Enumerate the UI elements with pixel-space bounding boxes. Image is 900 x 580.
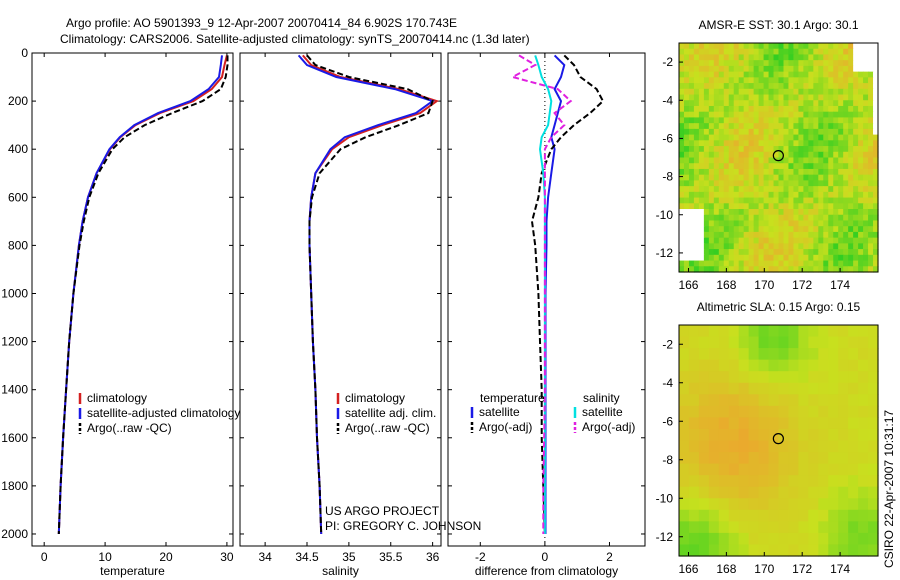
salinity-xtick-label: 34 — [258, 550, 272, 564]
difference-xtick-label: -2 — [475, 550, 486, 564]
sst_map-argo-marker — [772, 150, 784, 162]
sla_map-cells — [679, 325, 879, 557]
diff-legend-label: Argo(-adj) — [479, 420, 532, 434]
salinity-panel: 34 34.5 35 35.5 36 salinity climatologysatelli… — [239, 52, 442, 578]
sst_map-ytick-label: -8 — [662, 170, 673, 184]
temperature-xtick-label: 0 — [41, 550, 48, 564]
diff-legend-salinity-heading: salinity — [583, 391, 620, 405]
difference-xtick-label: 2 — [606, 550, 613, 564]
temperature-series-2-line — [57, 55, 229, 535]
sst-map-panel: AMSR-E SST: 30.1 Argo: 30.1 166 168 170 172 1… — [656, 18, 879, 292]
sla_map-ytick-label: -6 — [662, 414, 673, 428]
temperature-xtick-label: 20 — [159, 550, 173, 564]
difference-plot-frame — [447, 52, 646, 547]
temperature-ytick-label: 0 — [21, 46, 28, 60]
temperature-ytick-label: 200 — [8, 94, 28, 108]
salinity-xtick-label: 35 — [342, 550, 356, 564]
temperature-xtick-label: 30 — [220, 550, 234, 564]
temperature-plot-frame — [31, 52, 234, 547]
diff-legend-label: satellite — [582, 405, 623, 419]
temperature-ytick-label: 800 — [8, 238, 28, 252]
difference-series-1-line — [530, 54, 605, 535]
sla_map-xtick-label: 166 — [678, 562, 698, 576]
difference-xtick-label: 0 — [542, 550, 549, 564]
sst_map-ytick-label: -6 — [662, 131, 673, 145]
difference-xlabel: difference from climatology — [475, 564, 618, 578]
diff-legend-label: satellite — [479, 405, 520, 419]
sla_map-xtick-label: 170 — [754, 562, 774, 576]
temperature-ytick-label: 400 — [8, 142, 28, 156]
title-line-1: Argo profile: AO 5901393_9 12-Apr-2007 2… — [66, 16, 457, 30]
sla_map-xtick-label: 174 — [830, 562, 850, 576]
temperature-ytick-label: 1400 — [1, 383, 28, 397]
sst_map-xtick-label: 168 — [716, 278, 736, 292]
difference-series-3-line — [509, 54, 573, 534]
salinity-xtick-label: 36 — [426, 550, 440, 564]
sla_map-ytick-label: -8 — [662, 453, 673, 467]
temperature-xlabel: temperature — [100, 564, 165, 578]
sst_map-title: AMSR-E SST: 30.1 Argo: 30.1 — [698, 18, 858, 32]
credits-line-1: US ARGO PROJECT — [325, 504, 440, 518]
sst_map-ytick-label: -10 — [656, 208, 674, 222]
sla_map-title: Altimetric SLA: 0.15 Argo: 0.15 — [697, 300, 861, 314]
salinity-legend-label: satellite adj. clim. — [345, 406, 436, 420]
sst_map-xtick-label: 172 — [792, 278, 812, 292]
sla_map-argo-marker — [772, 433, 784, 445]
sst_map-ytick-label: -2 — [662, 55, 673, 69]
sst_map-cells — [679, 43, 879, 273]
salinity-plot-frame — [239, 52, 442, 547]
side-timestamp: CSIRO 22-Apr-2007 10:31:17 — [882, 410, 896, 568]
sla-map-panel: Altimetric SLA: 0.15 Argo: 0.15 166 168 170… — [656, 300, 879, 576]
salinity-legend-label: Argo(..raw -QC) — [345, 421, 430, 435]
temperature-ytick-label: 1800 — [1, 479, 28, 493]
temperature-ytick-label: 600 — [8, 190, 28, 204]
sla_map-xtick-label: 168 — [716, 562, 736, 576]
temperature-ytick-label: 1600 — [1, 431, 28, 445]
sst_map-ytick-label: -12 — [656, 246, 674, 260]
salinity-xtick-label: 35.5 — [379, 550, 403, 564]
title-line-2: Climatology: CARS2006. Satellite-adjuste… — [60, 32, 530, 46]
salinity-series-2-line — [306, 54, 434, 535]
sst_map-xtick-label: 170 — [754, 278, 774, 292]
temperature-ytick-label: 2000 — [1, 527, 28, 541]
sla_map-ytick-label: -2 — [662, 337, 673, 351]
salinity-legend-label: climatology — [345, 391, 405, 405]
salinity-series-1-line — [297, 54, 435, 535]
temperature-ytick-label: 1000 — [1, 286, 28, 300]
temperature-legend-label: Argo(..raw -QC) — [87, 421, 172, 435]
temperature-legend-label: satellite-adjusted climatology — [87, 406, 240, 420]
credits-line-2: PI: GREGORY C. JOHNSON — [325, 519, 481, 533]
temperature-xtick-label: 10 — [98, 550, 112, 564]
temperature-legend-label: climatology — [87, 391, 147, 405]
temperature-panel: 0 10 20 30 0 200 400 600 800 1000 1200 1400 1600 1800… — [1, 46, 240, 578]
diff-legend-temperature-heading: temperature — [480, 391, 545, 405]
salinity-xtick-label: 34.5 — [295, 550, 319, 564]
sla_map-ytick-label: -10 — [656, 491, 674, 505]
diff-legend-label: Argo(-adj) — [582, 420, 635, 434]
sla_map-frame — [678, 324, 879, 557]
temperature-series-1-line — [57, 55, 223, 535]
sla_map-xtick-label: 172 — [792, 562, 812, 576]
sla_map-ytick-label: -4 — [662, 376, 673, 390]
salinity-xlabel: salinity — [322, 564, 359, 578]
sst_map-frame — [678, 42, 879, 273]
sst_map-xtick-label: 166 — [678, 278, 698, 292]
temperature-ytick-label: 1200 — [1, 335, 28, 349]
sst_map-ytick-label: -4 — [662, 93, 673, 107]
sla_map-ytick-label: -12 — [656, 530, 674, 544]
sst_map-xtick-label: 174 — [830, 278, 850, 292]
